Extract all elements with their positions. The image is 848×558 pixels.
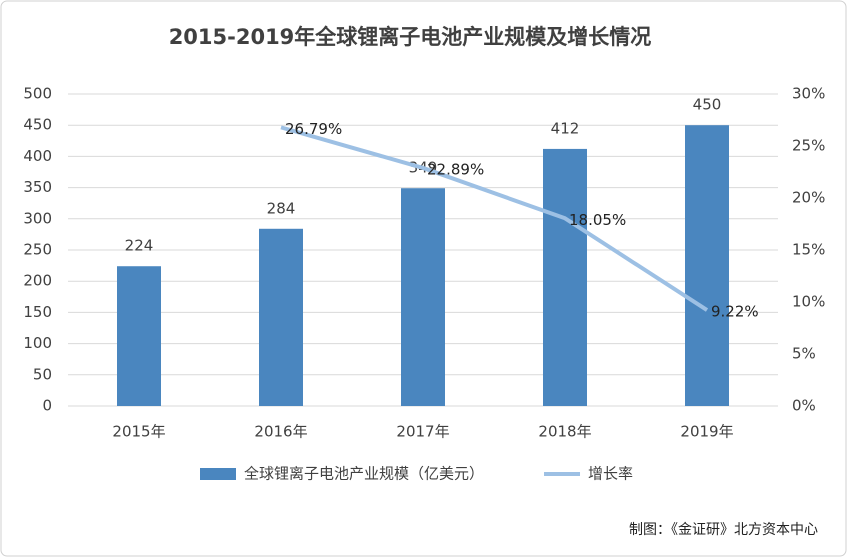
x-tick-label: 2015年	[112, 423, 165, 441]
data-label: 412	[551, 119, 580, 137]
y2-tick-label: 30%	[792, 85, 825, 103]
y-tick-label: 100	[23, 334, 52, 352]
bar	[401, 188, 445, 406]
y2-tick-label: 25%	[792, 137, 825, 155]
y-tick-label: 250	[23, 241, 52, 259]
y2-tick-label: 5%	[792, 345, 816, 363]
y-tick-label: 450	[23, 116, 52, 134]
y-tick-label: 350	[23, 178, 52, 196]
data-label: 18.05%	[569, 211, 626, 229]
data-label: 284	[267, 199, 296, 217]
y2-tick-label: 15%	[792, 241, 825, 259]
bar	[543, 148, 587, 407]
y2-tick-label: 20%	[792, 189, 825, 207]
y-tick-label: 150	[23, 303, 52, 321]
bar	[685, 125, 729, 406]
chart-title: 2015-2019年全球锂离子电池产业规模及增长情况	[169, 25, 652, 49]
bar	[117, 266, 161, 406]
y-tick-label: 200	[23, 272, 52, 290]
y-tick-label: 0	[42, 397, 52, 415]
x-tick-label: 2016年	[254, 423, 307, 441]
source-note: 制图：《金证研》北方资本中心	[629, 522, 818, 538]
x-tick-label: 2019年	[680, 423, 733, 441]
data-label: 450	[693, 96, 722, 114]
y-tick-label: 50	[33, 365, 52, 383]
data-label: 26.79%	[285, 120, 342, 138]
y-tick-label: 500	[23, 85, 52, 103]
y2-tick-label: 0%	[792, 397, 816, 415]
bar	[259, 228, 303, 406]
line	[280, 125, 709, 312]
y-tick-label: 300	[23, 209, 52, 227]
legend-swatch	[200, 468, 236, 480]
x-tick-label: 2017年	[396, 423, 449, 441]
legend-label: 增长率	[588, 465, 633, 483]
y-tick-label: 400	[23, 147, 52, 165]
y2-tick-label: 10%	[792, 293, 825, 311]
data-label: 224	[125, 237, 154, 255]
x-tick-label: 2018年	[538, 423, 591, 441]
legend-label: 全球锂离子电池产业规模（亿美元）	[244, 465, 484, 483]
data-label: 9.22%	[711, 303, 759, 321]
data-label: 22.89%	[427, 160, 484, 178]
